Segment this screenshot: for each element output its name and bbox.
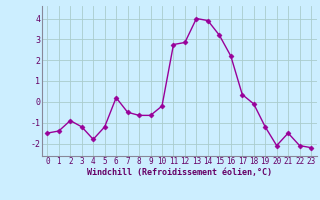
X-axis label: Windchill (Refroidissement éolien,°C): Windchill (Refroidissement éolien,°C) bbox=[87, 168, 272, 177]
